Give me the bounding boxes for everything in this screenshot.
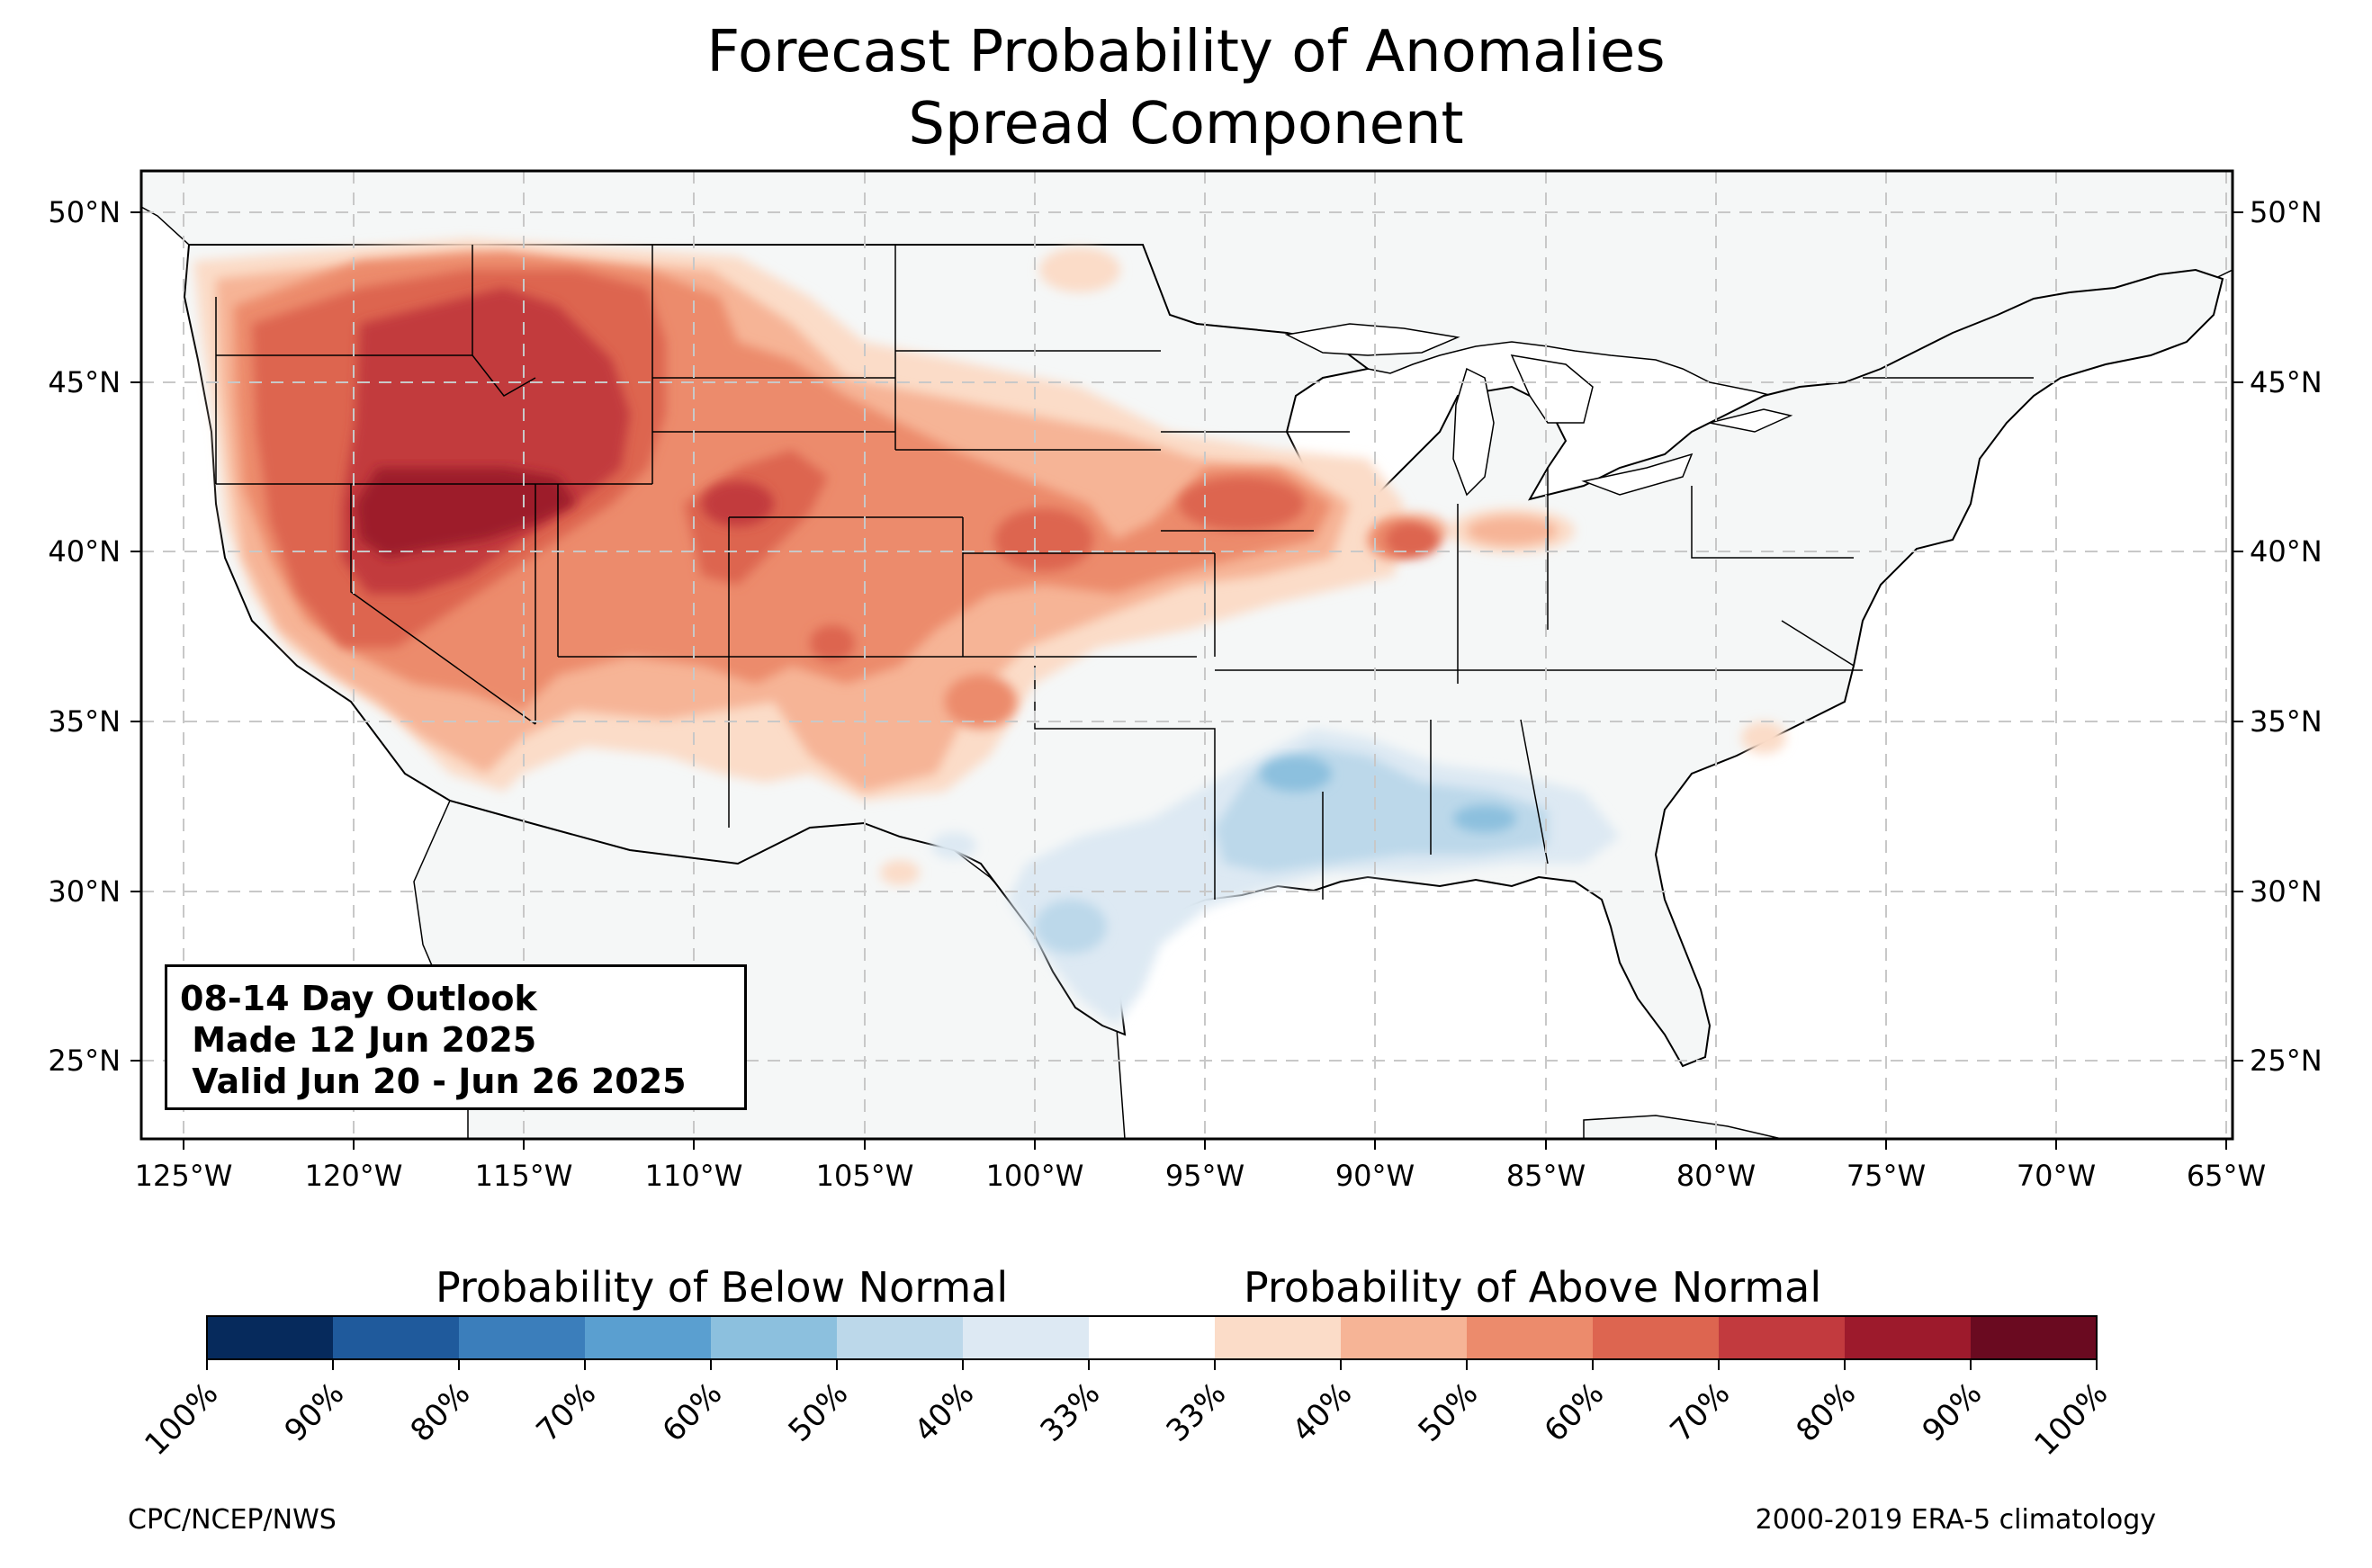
ia-above-60	[1179, 477, 1305, 531]
nm-above-60	[810, 625, 855, 661]
colorbar-tick-label: 80%	[404, 1375, 478, 1449]
colorbar-tick-label: 100%	[138, 1375, 225, 1463]
lon-label: 115°W	[475, 1159, 573, 1193]
ks-above-60	[994, 508, 1093, 571]
lon-label: 100°W	[986, 1159, 1084, 1193]
colorbar-swatch	[837, 1316, 964, 1359]
great-lakes	[1284, 323, 1793, 497]
colorbar-tick-label: 33%	[1160, 1375, 1234, 1449]
lat-label: 40°N	[48, 534, 121, 569]
cuba-landmass	[1583, 1115, 1783, 1139]
lat-label: 45°N	[2250, 365, 2323, 399]
chart-subtitle: Spread Component	[908, 91, 1464, 157]
il-above-60	[1386, 522, 1440, 558]
outlook-info-box: 08-14 Day Outlook Made 12 Jun 2025 Valid…	[165, 964, 747, 1110]
colorbar-tick-label: 70%	[1664, 1375, 1738, 1449]
lon-label: 80°W	[1676, 1159, 1756, 1193]
lat-label: 50°N	[48, 195, 121, 229]
credit-climatology: 2000-2019 ERA-5 climatology	[1755, 1504, 2156, 1536]
colorbar-swatch	[459, 1316, 586, 1359]
ar-above-50	[945, 675, 1017, 729]
made-date: Made 12 Jun 2025	[180, 1020, 537, 1060]
colorbar-swatch	[1971, 1316, 2098, 1359]
nd-above-33	[1039, 247, 1120, 292]
lat-label: 40°N	[2250, 534, 2323, 569]
tx-below-40	[1035, 900, 1107, 954]
colorbar-tick-label: 90%	[1916, 1375, 1990, 1449]
colorbar-tick-label: 70%	[530, 1375, 604, 1449]
colorbar-swatch	[1719, 1316, 1846, 1359]
ohio-above-40	[1467, 516, 1557, 545]
colorbar	[206, 1315, 2098, 1360]
lat-label: 25°N	[48, 1044, 121, 1078]
outlook-period: 08-14 Day Outlook	[180, 979, 537, 1018]
lon-label: 120°W	[305, 1159, 403, 1193]
colorbar-swatch	[1593, 1316, 1720, 1359]
nm-below-33	[931, 832, 976, 859]
colorbar-tick-label: 100%	[2027, 1375, 2115, 1463]
colorbar-tick-label: 60%	[1538, 1375, 1612, 1449]
lat-label: 50°N	[2250, 195, 2323, 229]
nv-ut-above-80	[355, 468, 576, 558]
lon-label: 125°W	[135, 1159, 233, 1193]
axis-ticks	[130, 211, 2243, 1150]
lat-labels-left: 50°N 45°N 40°N 35°N 30°N 25°N	[48, 195, 121, 1078]
colorbar-frame	[206, 1315, 2098, 1360]
colorbar-swatch	[333, 1316, 460, 1359]
colorbar-tick-label: 80%	[1790, 1375, 1864, 1449]
colorbar-above-label: Probability of Above Normal	[1244, 1263, 1822, 1312]
lon-label: 85°W	[1506, 1159, 1586, 1193]
colorbar-swatch	[1341, 1316, 1468, 1359]
colorbar-swatch	[585, 1316, 712, 1359]
colorbar-tick-labels: 100% 90% 80% 70% 60% 50% 40% 33% 33% 40% 50% 60% 70%…	[138, 1359, 2115, 1463]
colorbar-swatch	[1845, 1316, 1972, 1359]
colorbar-tick-label: 40%	[1286, 1375, 1360, 1449]
nc-above-33	[1741, 721, 1786, 754]
chart-title: Forecast Probability of Anomalies	[706, 19, 1666, 85]
wy-above-70	[702, 481, 774, 526]
colorbar-swatch	[207, 1316, 334, 1359]
lat-label: 35°N	[48, 704, 121, 739]
lon-label: 105°W	[816, 1159, 914, 1193]
lon-label: 90°W	[1335, 1159, 1415, 1193]
lat-label: 25°N	[2250, 1044, 2323, 1078]
lon-label: 65°W	[2187, 1159, 2266, 1193]
colorbar-swatch	[711, 1316, 838, 1359]
lon-label: 95°W	[1165, 1159, 1244, 1193]
lon-label: 75°W	[1846, 1159, 1926, 1193]
colorbar-swatch	[963, 1316, 1090, 1359]
lon-label: 110°W	[645, 1159, 743, 1193]
colorbar-tick-label: 50%	[1412, 1375, 1486, 1449]
colorbar-tick-label: 50%	[782, 1375, 856, 1449]
ms-below-50	[1260, 756, 1332, 792]
lon-labels: 125°W 120°W 115°W 110°W 105°W 100°W 95°W…	[135, 1159, 2267, 1193]
credit-agency: CPC/NCEP/NWS	[128, 1504, 337, 1536]
colorbar-tick-label: 33%	[1034, 1375, 1108, 1449]
map-frame	[139, 169, 2234, 1141]
colorbar-tick-label: 40%	[908, 1375, 982, 1449]
lat-label: 30°N	[2250, 874, 2323, 909]
lat-labels-right: 50°N 45°N 40°N 35°N 30°N 25°N	[2250, 195, 2323, 1078]
al-below-50	[1453, 805, 1516, 832]
colorbar-below-label: Probability of Below Normal	[436, 1263, 1009, 1312]
colorbar-tick-label: 60%	[656, 1375, 730, 1449]
colorbar-swatch	[1467, 1316, 1594, 1359]
colorbar-tick-label: 90%	[278, 1375, 352, 1449]
anomaly-shading	[193, 238, 1786, 1026]
colorbar-swatch	[1089, 1316, 1216, 1359]
lat-label: 30°N	[48, 874, 121, 909]
lat-label: 45°N	[48, 365, 121, 399]
valid-dates: Valid Jun 20 - Jun 26 2025	[180, 1062, 687, 1101]
texas-above-33	[880, 860, 920, 885]
colorbar-swatch	[1215, 1316, 1342, 1359]
lon-label: 70°W	[2017, 1159, 2096, 1193]
lat-label: 35°N	[2250, 704, 2323, 739]
